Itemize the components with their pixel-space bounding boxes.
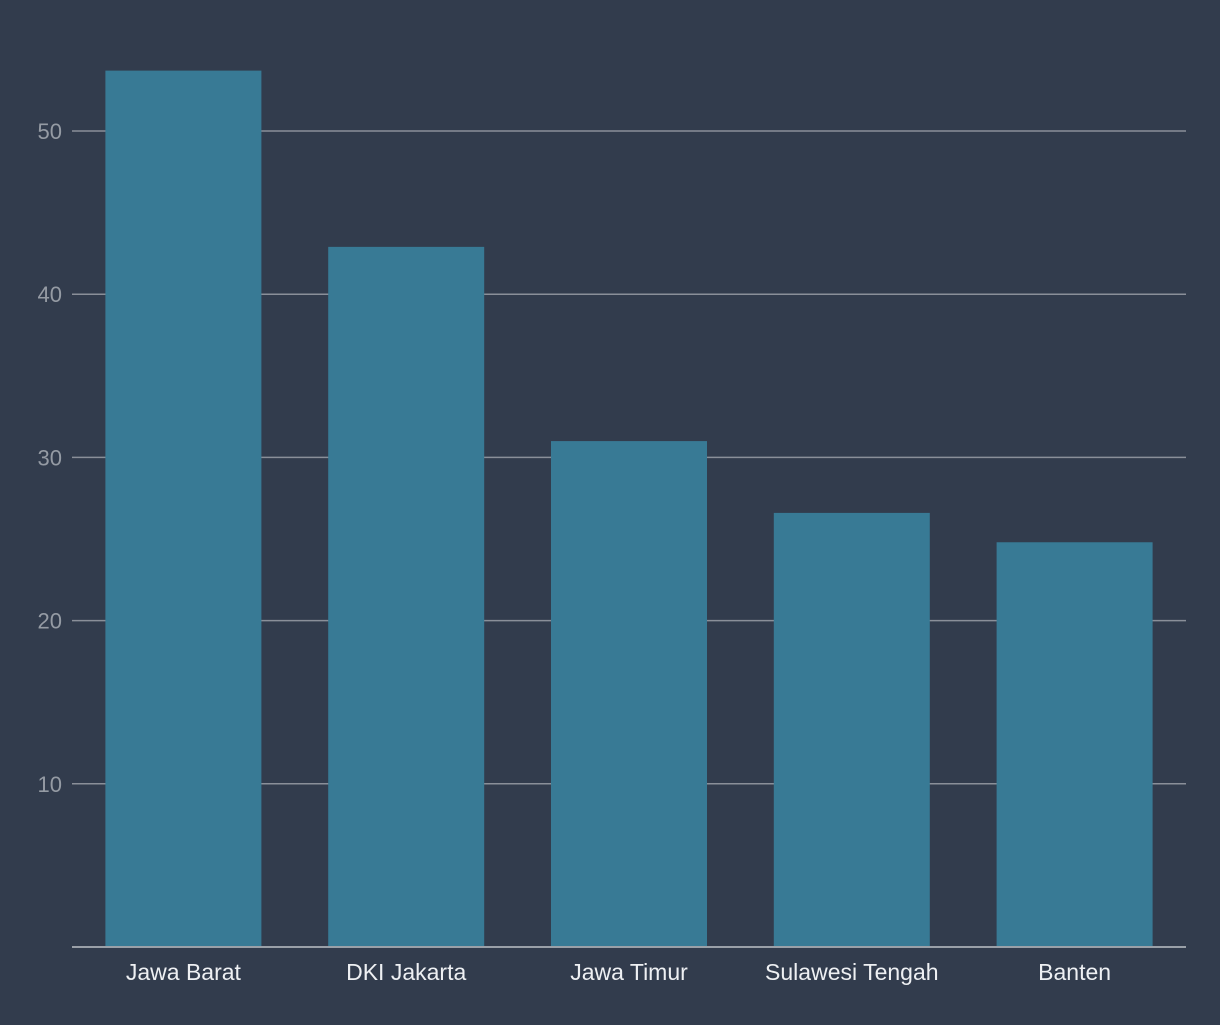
x-tick-label: Jawa Timur — [570, 959, 688, 985]
bar-banten — [996, 542, 1153, 947]
x-tick-label: DKI Jakarta — [346, 959, 466, 985]
x-axis-labels: Jawa Barat DKI Jakarta Jawa Timur Sulawesi … — [126, 959, 1111, 985]
bar-jawa-timur — [551, 441, 707, 947]
x-tick-label: Banten — [1038, 959, 1111, 985]
y-tick-label: 10 — [38, 772, 62, 797]
y-axis-ticks: 10 20 30 40 50 — [38, 119, 62, 797]
x-tick-label: Sulawesi Tengah — [765, 959, 938, 985]
bar-dki-jakarta — [328, 246, 485, 947]
y-tick-label: 40 — [38, 282, 62, 307]
y-tick-label: 20 — [38, 609, 62, 634]
bar-jawa-barat — [105, 70, 262, 948]
bars — [105, 70, 1153, 948]
x-tick-label: Jawa Barat — [126, 959, 242, 985]
bar-sulawesi-tengah — [773, 512, 930, 947]
y-tick-label: 50 — [38, 119, 62, 144]
y-tick-label: 30 — [38, 445, 62, 470]
